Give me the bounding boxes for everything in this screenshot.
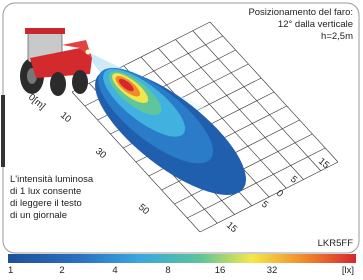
lateral-label: 5 <box>259 199 270 211</box>
distance-label: 50 <box>136 202 151 217</box>
lateral-label: 0 <box>274 188 285 200</box>
scale-unit: [lx] <box>342 265 354 276</box>
illumination <box>77 49 264 216</box>
header-line: 12° dalla verticale <box>278 19 353 30</box>
scale-label: 1 <box>8 265 13 276</box>
lateral-label: 15 <box>224 220 239 235</box>
scale-label: 4 <box>112 265 117 276</box>
lateral-label: 15 <box>316 156 331 171</box>
color-scale <box>8 254 356 263</box>
grid-line <box>210 22 338 162</box>
scale-label: 2 <box>59 265 64 276</box>
scale-label: 8 <box>165 265 170 276</box>
note-line: di leggere il testo <box>10 198 82 209</box>
note-line: L'intensità luminosa <box>10 174 94 185</box>
note-line: di un giornale <box>10 210 67 221</box>
distance-label: 30 <box>93 146 108 161</box>
frame-accent <box>1 95 5 167</box>
distance-label: 0[m] <box>26 92 47 112</box>
lateral-label: 5 <box>288 174 299 186</box>
scale-label: 16 <box>215 265 226 276</box>
scale-label: 32 <box>267 265 278 276</box>
note-line: di 1 lux consente <box>10 186 81 197</box>
header-line: Posizionamento del faro: <box>248 7 353 18</box>
model: LKR5FF <box>318 238 354 249</box>
tractor <box>20 28 92 96</box>
distance-label: 10 <box>58 110 73 125</box>
header-line: h=2,5m <box>321 31 353 42</box>
diagram: Posizionamento del faro: 12° dalla verti… <box>0 0 363 280</box>
